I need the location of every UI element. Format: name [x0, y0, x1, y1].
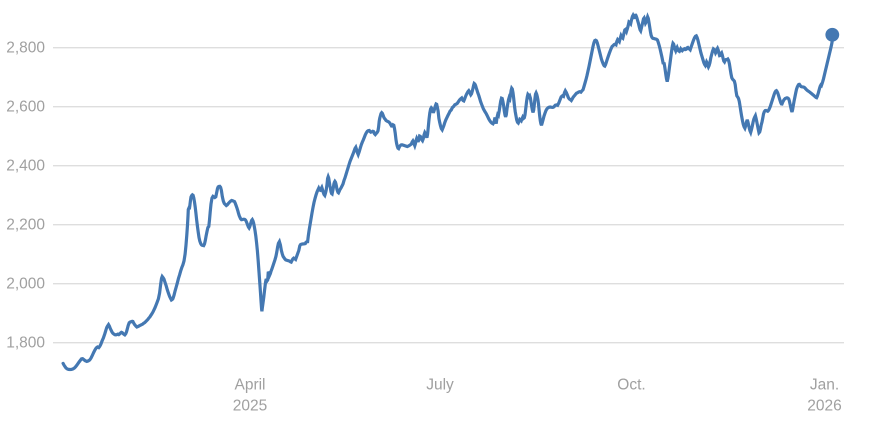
svg-text:2025: 2025 — [233, 397, 267, 414]
svg-text:2026: 2026 — [807, 397, 841, 414]
svg-text:Oct.: Oct. — [617, 377, 645, 394]
svg-text:1,800: 1,800 — [6, 335, 45, 352]
svg-text:2,800: 2,800 — [6, 40, 45, 57]
svg-text:July: July — [426, 377, 454, 394]
svg-text:2,200: 2,200 — [6, 217, 45, 234]
svg-text:April: April — [234, 377, 265, 394]
svg-text:2,600: 2,600 — [6, 99, 45, 116]
svg-text:2,000: 2,000 — [6, 276, 45, 293]
svg-text:Jan.: Jan. — [810, 377, 839, 394]
svg-text:2,400: 2,400 — [6, 158, 45, 175]
